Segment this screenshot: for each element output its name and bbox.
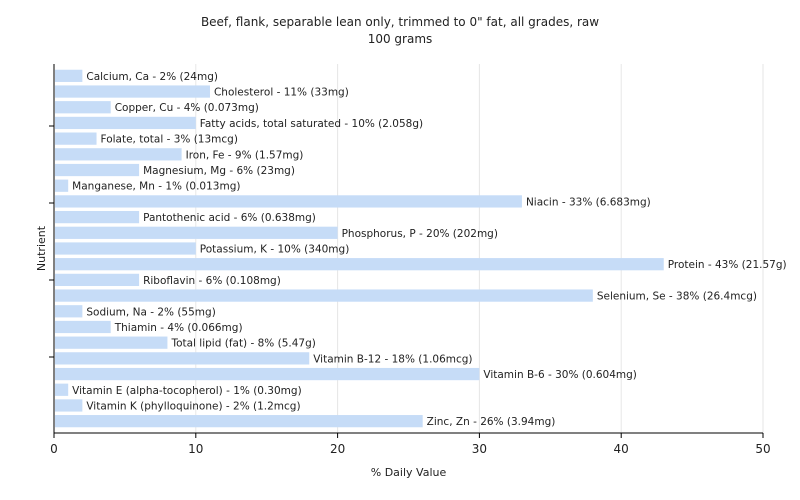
bar xyxy=(55,399,83,412)
bar-label: Magnesium, Mg - 6% (23mg) xyxy=(143,165,295,177)
bar-label: Fatty acids, total saturated - 10% (2.05… xyxy=(200,118,423,130)
bar-label: Vitamin E (alpha-tocopherol) - 1% (0.30m… xyxy=(72,385,302,397)
bar xyxy=(55,195,522,208)
bar xyxy=(55,163,140,177)
x-axis-label: % Daily Value xyxy=(371,466,447,479)
bar xyxy=(55,132,97,145)
bar-label: Vitamin B-12 - 18% (1.06mcg) xyxy=(313,353,472,365)
bar-label: Vitamin K (phylloquinone) - 2% (1.2mcg) xyxy=(86,400,300,412)
bar xyxy=(55,85,210,98)
bar-label: Protein - 43% (21.57g) xyxy=(668,259,787,271)
bar-label: Selenium, Se - 38% (26.4mcg) xyxy=(597,291,757,303)
bar-label: Phosphorus, P - 20% (202mg) xyxy=(342,228,498,240)
bar xyxy=(55,210,140,224)
bar-label: Manganese, Mn - 1% (0.013mg) xyxy=(72,181,240,193)
bar xyxy=(55,148,182,161)
bar xyxy=(55,383,69,396)
bar-label: Cholesterol - 11% (33mg) xyxy=(214,87,349,99)
chart-subtitle: 100 grams xyxy=(367,32,433,46)
bar xyxy=(55,101,111,114)
bar xyxy=(55,116,196,130)
bar xyxy=(55,305,83,318)
x-tick-label: 40 xyxy=(614,442,629,456)
bar xyxy=(55,226,338,239)
bar-label: Vitamin B-6 - 30% (0.604mg) xyxy=(483,369,637,381)
bar-label: Thiamin - 4% (0.066mg) xyxy=(114,322,243,334)
bar xyxy=(55,258,664,271)
bar-label: Folate, total - 3% (13mcg) xyxy=(101,134,238,146)
x-tick-label: 30 xyxy=(472,442,487,456)
x-tick-label: 10 xyxy=(188,442,203,456)
bar-label: Calcium, Ca - 2% (24mg) xyxy=(86,71,218,83)
bar xyxy=(55,69,83,82)
y-axis-label: Nutrient xyxy=(35,225,48,271)
bar xyxy=(55,273,140,287)
bar-label: Pantothenic acid - 6% (0.638mg) xyxy=(143,212,316,224)
bar-label: Riboflavin - 6% (0.108mg) xyxy=(143,275,281,287)
x-tick-label: 50 xyxy=(755,442,770,456)
bar-label: Total lipid (fat) - 8% (5.47g) xyxy=(170,338,315,350)
bar xyxy=(55,289,593,302)
bar xyxy=(55,415,423,428)
x-tick-label: 0 xyxy=(50,442,58,456)
bar xyxy=(55,179,69,192)
bar-label: Zinc, Zn - 26% (3.94mg) xyxy=(427,416,556,428)
bar xyxy=(55,352,310,365)
bar-label: Copper, Cu - 4% (0.073mg) xyxy=(115,102,259,114)
bar xyxy=(55,320,111,334)
bar-label: Niacin - 33% (6.683mg) xyxy=(526,196,651,208)
bar xyxy=(55,367,480,381)
bar-label: Iron, Fe - 9% (1.57mg) xyxy=(186,149,304,161)
bar-label: Sodium, Na - 2% (55mg) xyxy=(86,306,215,318)
bar xyxy=(55,242,196,255)
bar-label: Potassium, K - 10% (340mg) xyxy=(200,244,350,256)
chart-title: Beef, flank, separable lean only, trimme… xyxy=(200,15,600,29)
bar xyxy=(55,336,168,349)
x-tick-label: 20 xyxy=(330,442,345,456)
